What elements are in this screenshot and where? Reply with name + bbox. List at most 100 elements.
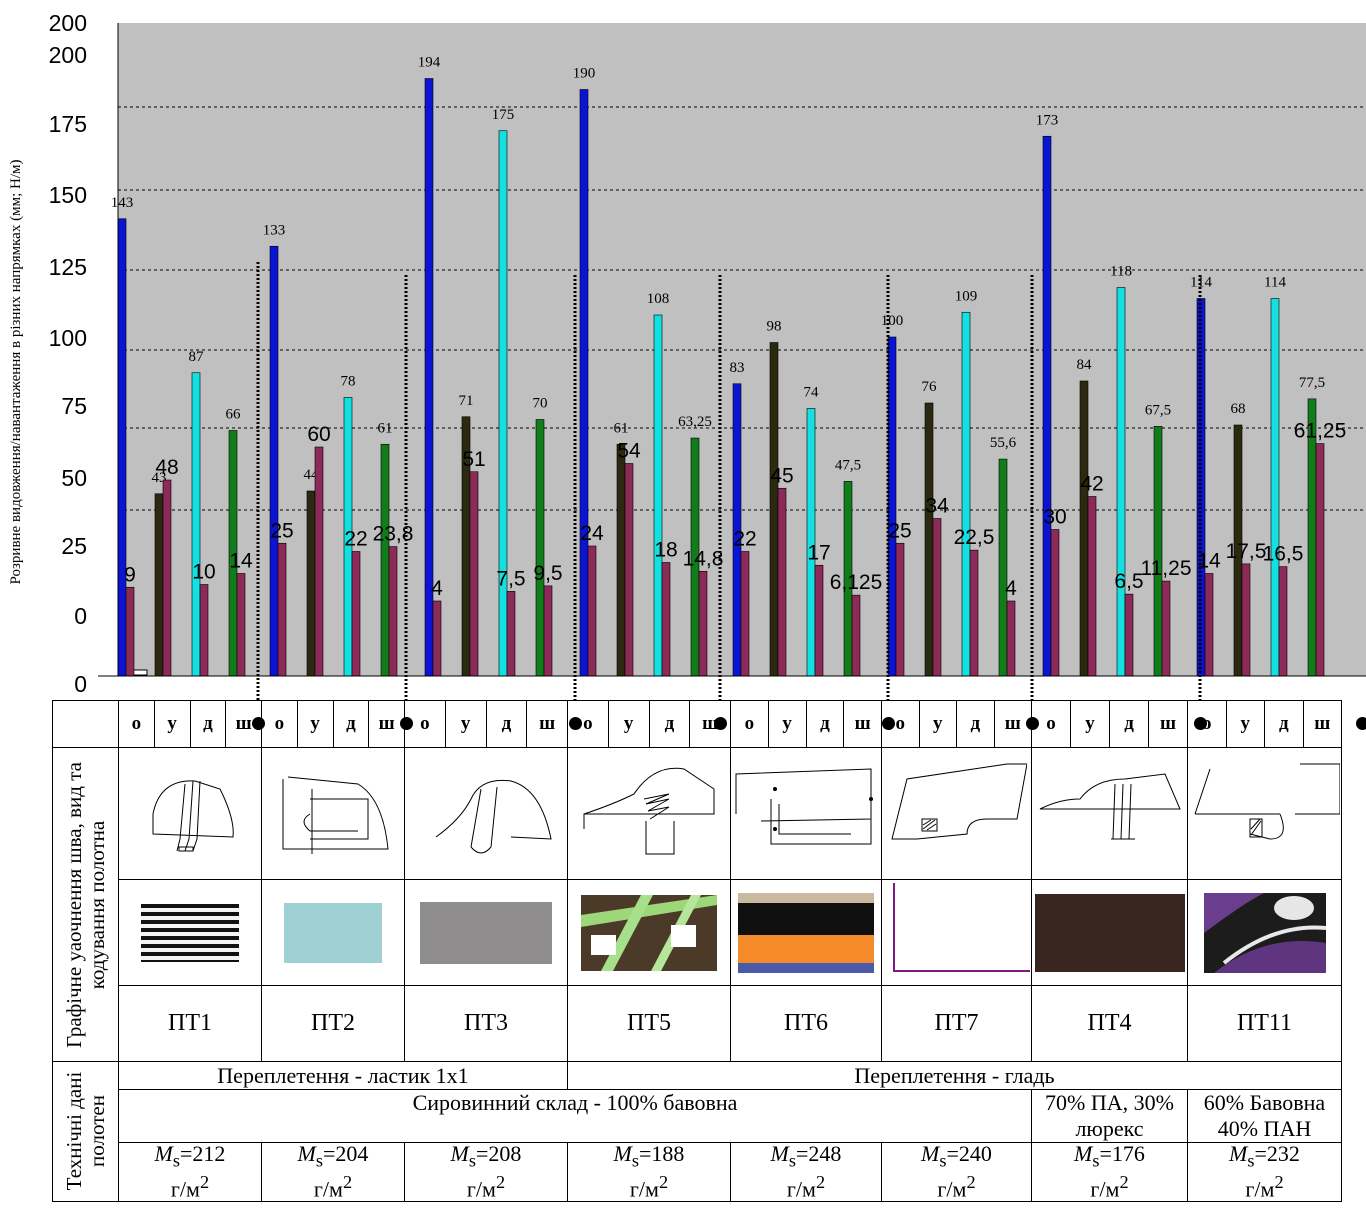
swatch-pt7	[892, 882, 1030, 972]
data-label: 7,5	[496, 567, 525, 590]
bar	[351, 551, 361, 677]
data-label: 47,5	[835, 457, 861, 473]
data-label: 11,25	[1141, 557, 1192, 580]
bar	[314, 446, 324, 677]
data-label: 194	[418, 55, 441, 71]
mass-row: Ms=212 г/м2 Ms=204 г/м2 Ms=208 г/м2 Ms=188 г…	[53, 1142, 1342, 1202]
data-label: 60	[307, 423, 330, 446]
data-label: 45	[770, 464, 793, 487]
data-label: 63,25	[678, 414, 712, 430]
ms-value: =204	[323, 1142, 369, 1166]
weave-rib: Переплетення - ластик 1х1	[118, 1061, 568, 1090]
divider-bullet	[882, 717, 895, 730]
ms-unit-sup: 2	[815, 1172, 826, 1193]
code-pt4: ПТ4	[1031, 985, 1188, 1062]
data-label: 10	[192, 561, 215, 584]
ms-unit: г/м	[313, 1176, 343, 1202]
direction-д: д	[487, 701, 528, 747]
swatch-pt1	[141, 903, 239, 962]
corner-cell	[52, 700, 119, 748]
ms-value: =208	[476, 1142, 522, 1166]
chart: 0 0 25 50 75 100 125 150 175 200 200 Розривне видо…	[8, 10, 1366, 702]
bar	[924, 402, 934, 677]
data-label: 68	[1231, 401, 1246, 417]
direction-ш: ш	[235, 713, 252, 734]
ms-value: =188	[639, 1142, 685, 1166]
composition-pt11: 60% Бавовна 40% ПАН	[1187, 1089, 1342, 1143]
ms-sub: s	[1092, 1150, 1100, 1171]
data-label: 30	[1043, 506, 1066, 529]
ms-value: =176	[1099, 1142, 1145, 1166]
ms-sub: s	[939, 1150, 947, 1171]
bar	[469, 471, 479, 677]
side-label-graphic-text: Графічне уаочнення шва, вид та кодування…	[61, 761, 109, 1048]
data-label: 78	[341, 374, 356, 390]
data-label: 70	[533, 396, 548, 412]
ms-unit: г/м	[170, 1176, 200, 1202]
bar	[1241, 563, 1251, 677]
data-label: 114	[1264, 275, 1286, 291]
bar	[277, 542, 287, 677]
direction-д: д	[807, 701, 845, 747]
ms-unit: г/м	[786, 1176, 816, 1202]
direction-д: д	[650, 701, 691, 747]
ms-unit-sup: 2	[495, 1172, 506, 1193]
seam-icon	[152, 779, 234, 851]
bar	[1116, 287, 1126, 677]
side-label-graphic: Графічне уаочнення шва, вид та кодування…	[52, 747, 119, 1062]
seam-diagram-pt11	[1187, 747, 1342, 880]
data-label: 54	[617, 440, 641, 463]
composition-main: Сировинний склад - 100% бавовна	[118, 1089, 1032, 1143]
swatch-cell-pt6	[730, 879, 882, 986]
bar	[1087, 496, 1097, 677]
ms-unit-sup: 2	[966, 1172, 976, 1193]
data-label: 61	[378, 420, 393, 436]
code-pt6: ПТ6	[730, 985, 882, 1062]
bar	[543, 585, 553, 677]
side-label-technical: Технічні дані полотен	[52, 1061, 119, 1202]
bar	[269, 245, 279, 677]
data-label: 61,25	[1294, 420, 1347, 443]
data-label: 48	[155, 456, 178, 479]
data-label: 143	[111, 195, 134, 211]
seam-diagram-pt6	[730, 747, 882, 880]
direction-о: о	[1033, 701, 1071, 747]
bar	[1161, 580, 1171, 677]
data-label: 25	[270, 519, 293, 542]
bar	[380, 443, 390, 677]
ms-unit-sup: 2	[658, 1172, 669, 1193]
data-label: 9,5	[533, 562, 562, 585]
ms-sub: s	[1247, 1150, 1255, 1171]
data-label: 175	[492, 107, 515, 123]
data-label: 66	[226, 407, 242, 423]
data-label: 9	[124, 563, 136, 586]
ms-value: =212	[180, 1142, 226, 1166]
data-label: 74	[804, 385, 820, 401]
data-label: 84	[1077, 357, 1093, 373]
bar	[961, 311, 971, 677]
swatch-pt6	[738, 892, 874, 973]
data-label: 71	[459, 393, 474, 409]
swatch-cell-pt11	[1187, 879, 1342, 986]
data-label: 25	[888, 519, 911, 542]
bar	[998, 458, 1008, 677]
ms-symbol: M	[154, 1142, 173, 1166]
swatch-pt11	[1203, 892, 1326, 973]
composition-pt4: 70% ПА, 30% люрекс	[1031, 1089, 1188, 1143]
bar	[1079, 380, 1089, 677]
bar	[969, 549, 979, 677]
data-label: 22,5	[954, 526, 995, 549]
divider-bullet	[1194, 717, 1207, 730]
mass-pt7: Ms=240 г/м2	[881, 1142, 1032, 1202]
mass-pt1: Ms=212 г/м2	[118, 1142, 262, 1202]
data-label: 76	[922, 379, 938, 395]
bar	[498, 130, 508, 677]
seam-icon	[435, 779, 552, 853]
bar	[191, 372, 201, 677]
data-label: 6,5	[1114, 570, 1143, 593]
